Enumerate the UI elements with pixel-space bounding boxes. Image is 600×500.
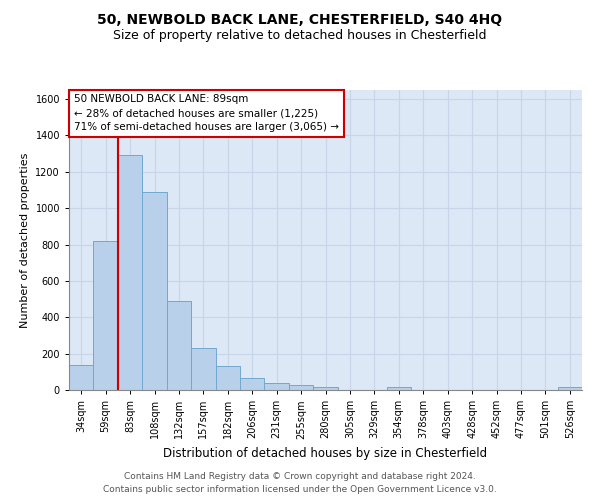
Text: Size of property relative to detached houses in Chesterfield: Size of property relative to detached ho…	[113, 29, 487, 42]
Bar	[289, 385, 313, 390]
Text: Contains HM Land Registry data © Crown copyright and database right 2024.
Contai: Contains HM Land Registry data © Crown c…	[103, 472, 497, 494]
Y-axis label: Number of detached properties: Number of detached properties	[20, 152, 30, 328]
Bar	[142, 192, 167, 390]
Bar	[386, 388, 411, 390]
Bar	[118, 156, 142, 390]
Bar	[240, 378, 265, 390]
Bar	[265, 383, 289, 390]
X-axis label: Distribution of detached houses by size in Chesterfield: Distribution of detached houses by size …	[163, 447, 488, 460]
Bar	[69, 364, 94, 390]
Bar	[313, 388, 338, 390]
Text: 50 NEWBOLD BACK LANE: 89sqm
← 28% of detached houses are smaller (1,225)
71% of : 50 NEWBOLD BACK LANE: 89sqm ← 28% of det…	[74, 94, 339, 132]
Text: 50, NEWBOLD BACK LANE, CHESTERFIELD, S40 4HQ: 50, NEWBOLD BACK LANE, CHESTERFIELD, S40…	[97, 12, 503, 26]
Bar	[557, 388, 582, 390]
Bar	[167, 301, 191, 390]
Bar	[94, 241, 118, 390]
Bar	[215, 366, 240, 390]
Bar	[191, 348, 215, 390]
